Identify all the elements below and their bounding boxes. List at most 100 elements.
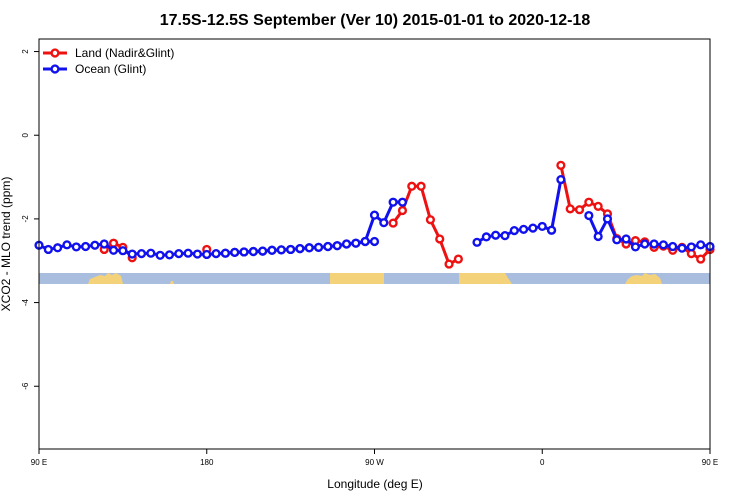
data-point — [658, 240, 669, 250]
surface-mask-strip — [39, 273, 710, 284]
data-point — [276, 245, 286, 255]
data-point — [239, 247, 249, 257]
land-mask-australia-repeat — [625, 273, 662, 284]
data-point — [258, 246, 268, 256]
data-point — [416, 181, 426, 191]
data-point — [332, 241, 342, 251]
x-axis: 90 E 180 90 W 0 90 E — [31, 449, 718, 467]
data-point — [556, 160, 566, 170]
chart-title: 17.5S-12.5S September (Ver 10) 2015-01-0… — [160, 12, 591, 29]
land-mask-pacific-island — [170, 281, 174, 284]
data-point — [108, 245, 119, 255]
data-point — [397, 197, 408, 207]
data-point — [146, 248, 156, 258]
data-point — [602, 214, 613, 224]
legend-label: Land (Nadir&Glint) — [75, 46, 174, 60]
series-layer — [34, 160, 715, 269]
data-point — [202, 249, 212, 260]
data-point — [295, 244, 305, 254]
series-line — [550, 179, 563, 231]
x-tick-label: 90 E — [702, 458, 718, 467]
data-point — [62, 240, 72, 250]
data-point — [584, 210, 594, 221]
x-tick-label: 0 — [540, 458, 545, 467]
data-point — [90, 240, 100, 250]
data-point — [574, 205, 585, 215]
land-mask-africa — [459, 273, 512, 284]
data-point — [118, 246, 128, 256]
data-point — [593, 201, 603, 211]
data-point — [640, 239, 650, 249]
data-point — [584, 197, 594, 207]
data-point — [248, 246, 258, 257]
x-tick-label: 90 E — [31, 458, 47, 467]
data-point — [313, 242, 324, 252]
data-point — [435, 234, 445, 244]
data-point — [360, 236, 370, 247]
data-point — [537, 221, 547, 232]
data-point — [71, 242, 81, 252]
x-tick-label: 90 W — [365, 458, 384, 467]
y-axis: 2 0 -2 -4 -6 — [21, 49, 39, 390]
data-point — [668, 241, 678, 252]
data-point — [509, 226, 519, 236]
data-point — [677, 243, 687, 253]
data-point — [220, 248, 230, 258]
data-point — [388, 218, 398, 228]
data-point — [323, 241, 333, 252]
legend-swatch-marker — [50, 64, 60, 74]
legend-label: Ocean (Glint) — [75, 62, 146, 76]
data-point — [351, 238, 361, 248]
data-point — [379, 218, 389, 228]
data-point — [612, 235, 622, 245]
data-point — [696, 254, 706, 264]
data-point — [519, 224, 529, 234]
y-tick-label: 0 — [21, 132, 30, 137]
data-point — [211, 249, 221, 259]
data-point — [453, 254, 463, 264]
data-point — [630, 242, 641, 252]
data-point — [528, 223, 538, 233]
land-mask-australia — [88, 273, 123, 284]
data-point — [546, 225, 557, 235]
data-point — [491, 230, 501, 240]
legend: Land (Nadir&Glint) Ocean (Glint) — [43, 46, 174, 76]
data-point — [425, 215, 436, 225]
data-point — [127, 249, 137, 259]
data-point — [621, 234, 631, 244]
data-point — [230, 247, 240, 257]
data-point — [696, 240, 706, 250]
data-point — [593, 231, 603, 242]
data-point — [369, 236, 380, 247]
data-point — [686, 242, 696, 252]
data-point — [43, 244, 53, 255]
y-tick-label: -2 — [21, 215, 30, 223]
data-point — [407, 181, 417, 191]
data-point — [80, 241, 91, 252]
data-point — [267, 245, 277, 255]
data-point — [341, 239, 352, 249]
y-axis-label: XCO2 - MLO trend (ppm) — [0, 177, 13, 312]
data-point — [444, 259, 454, 269]
x-tick-label: 180 — [200, 458, 214, 467]
legend-swatch-marker — [50, 48, 60, 58]
series-0 — [99, 160, 715, 269]
data-point — [174, 249, 184, 259]
data-point — [99, 239, 109, 249]
x-axis-label: Longitude (deg E) — [327, 477, 422, 491]
data-point — [397, 205, 408, 216]
series-line — [559, 165, 645, 246]
data-point — [286, 244, 296, 255]
data-point — [649, 239, 659, 249]
data-point — [183, 248, 193, 258]
y-tick-label: 2 — [21, 49, 30, 54]
series-1 — [34, 174, 715, 260]
data-point — [472, 237, 482, 247]
y-tick-label: -4 — [21, 298, 30, 306]
y-tick-label: -6 — [21, 382, 30, 390]
data-point — [192, 249, 203, 259]
data-point — [53, 243, 63, 253]
data-point — [136, 249, 147, 259]
data-point — [500, 231, 510, 241]
